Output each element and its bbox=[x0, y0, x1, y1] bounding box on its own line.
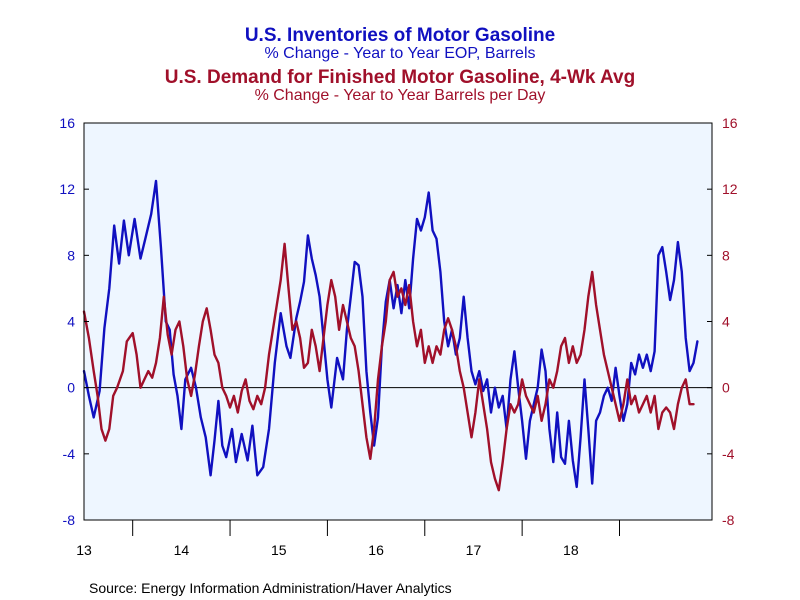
x-tick-label: 14 bbox=[174, 542, 190, 558]
plot-area bbox=[84, 123, 712, 520]
right-y-axis: -8 -4 0 4 8 12 16 bbox=[707, 115, 738, 528]
chart-title-inventories: U.S. Inventories of Motor Gasoline bbox=[245, 25, 555, 46]
left-y-tick-label: -4 bbox=[63, 446, 76, 462]
right-y-tick-label: 4 bbox=[722, 314, 730, 330]
left-y-tick-label: 16 bbox=[59, 115, 75, 131]
x-tick-label: 18 bbox=[563, 542, 579, 558]
x-tick-label: 13 bbox=[76, 542, 92, 558]
left-y-axis: -8 -4 0 4 8 12 16 bbox=[59, 115, 89, 528]
left-y-tick-label: 12 bbox=[59, 181, 75, 197]
chart-subtitle-inventories: % Change - Year to Year EOP, Barrels bbox=[265, 45, 536, 62]
right-y-tick-label: 16 bbox=[722, 115, 738, 131]
right-y-tick-label: 8 bbox=[722, 247, 730, 263]
x-axis: 13 14 15 16 17 18 bbox=[76, 520, 621, 558]
right-y-tick-label: 0 bbox=[722, 380, 730, 396]
x-tick-label: 15 bbox=[271, 542, 287, 558]
right-y-tick-label: 12 bbox=[722, 181, 738, 197]
source-note: Source: Energy Information Administratio… bbox=[89, 580, 452, 596]
left-y-tick-label: -8 bbox=[63, 512, 76, 528]
chart-subtitle-demand: % Change - Year to Year Barrels per Day bbox=[255, 87, 546, 104]
left-y-tick-label: 8 bbox=[67, 247, 75, 263]
x-tick-label: 16 bbox=[368, 542, 384, 558]
left-y-tick-label: 0 bbox=[67, 380, 75, 396]
series-line-demand bbox=[82, 242, 695, 492]
right-y-tick-label: -8 bbox=[722, 512, 735, 528]
right-y-tick-label: -4 bbox=[722, 446, 735, 462]
series-group bbox=[82, 179, 699, 492]
left-y-tick-label: 4 bbox=[67, 314, 75, 330]
chart-title-demand: U.S. Demand for Finished Motor Gasoline,… bbox=[165, 67, 635, 88]
series-line-inventories bbox=[82, 179, 699, 489]
x-tick-label: 17 bbox=[466, 542, 482, 558]
